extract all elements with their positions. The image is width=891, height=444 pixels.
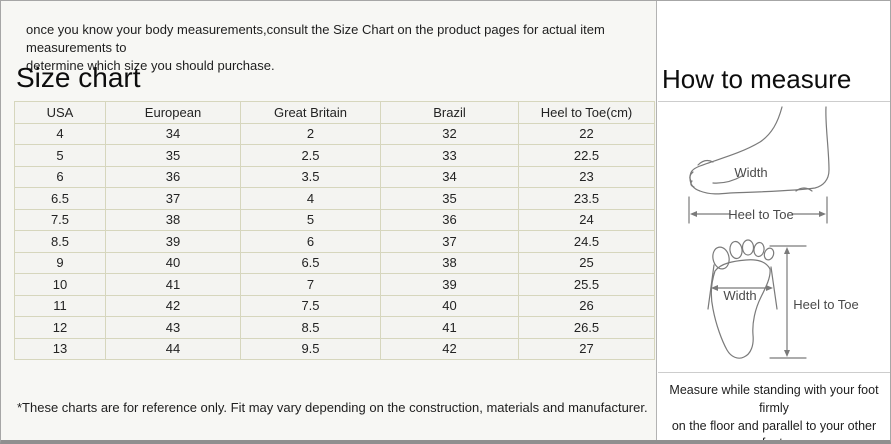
size-cell: 41 — [380, 316, 519, 339]
table-row: 9 40 6.5 38 25 — [14, 251, 655, 274]
size-cell: 11 — [14, 294, 106, 317]
size-cell: 2.5 — [240, 144, 381, 167]
size-cell: 7.5 — [14, 208, 106, 231]
size-cell: 37 — [380, 230, 519, 253]
size-cell: 40 — [380, 294, 519, 317]
table-row: 11 42 7.5 40 26 — [14, 294, 655, 317]
footprint-diagram: Width Heel to Toe — [707, 239, 859, 359]
size-cell: 8.5 — [240, 316, 381, 339]
foot-side-view-diagram: Width Heel to Toe — [688, 106, 830, 224]
size-cell: 26 — [518, 294, 655, 317]
size-cell: 12 — [14, 316, 106, 339]
size-table-body: 4 34 2 32 22 5 35 2.5 33 22.5 6 36 3.5 34 23 6.5 37 4 35 23… — [14, 122, 655, 360]
size-cell: 6 — [240, 230, 381, 253]
size-table-header-row: USA European Great Britain Brazil Heel to To… — [14, 101, 655, 124]
size-cell: 8.5 — [14, 230, 106, 253]
size-cell: 25.5 — [518, 273, 655, 296]
table-row: 13 44 9.5 42 27 — [14, 337, 655, 360]
size-cell: 9.5 — [240, 337, 381, 360]
size-cell: 39 — [105, 230, 241, 253]
size-cell: 36 — [380, 208, 519, 231]
table-row: 6.5 37 4 35 23.5 — [14, 187, 655, 210]
size-cell: 42 — [380, 337, 519, 360]
side-width-label: Width — [734, 165, 767, 180]
size-cell: 22 — [518, 122, 655, 145]
column-header: Brazil — [380, 101, 519, 124]
size-cell: 24.5 — [518, 230, 655, 253]
size-cell: 35 — [105, 144, 241, 167]
size-cell: 7.5 — [240, 294, 381, 317]
divider-line — [658, 372, 890, 373]
size-cell: 44 — [105, 337, 241, 360]
size-cell: 2 — [240, 122, 381, 145]
side-heel-to-toe-label: Heel to Toe — [728, 207, 794, 222]
size-cell: 42 — [105, 294, 241, 317]
intro-text: once you know your body measurements,con… — [26, 22, 605, 73]
size-cell: 43 — [105, 316, 241, 339]
size-cell: 36 — [105, 165, 241, 188]
reference-footnote: *These charts are for reference only. Fi… — [17, 400, 648, 415]
size-cell: 6 — [14, 165, 106, 188]
size-cell: 38 — [380, 251, 519, 274]
size-cell: 22.5 — [518, 144, 655, 167]
top-width-label: Width — [723, 288, 756, 303]
size-cell: 41 — [105, 273, 241, 296]
table-row: 10 41 7 39 25.5 — [14, 273, 655, 296]
size-cell: 34 — [105, 122, 241, 145]
size-cell: 23.5 — [518, 187, 655, 210]
size-cell: 4 — [14, 122, 106, 145]
table-row: 5 35 2.5 33 22.5 — [14, 144, 655, 167]
size-cell: 6.5 — [240, 251, 381, 274]
size-cell: 40 — [105, 251, 241, 274]
size-cell: 32 — [380, 122, 519, 145]
size-cell: 37 — [105, 187, 241, 210]
measure-instructions: Measure while standing with your foot fi… — [669, 383, 879, 444]
size-table: USA European Great Britain Brazil Heel to To… — [14, 101, 655, 360]
size-chart-panel: once you know your body measurements,con… — [1, 1, 657, 440]
column-header: Heel to Toe(cm) — [518, 101, 655, 124]
size-cell: 33 — [380, 144, 519, 167]
size-cell: 25 — [518, 251, 655, 274]
table-row: 8.5 39 6 37 24.5 — [14, 230, 655, 253]
size-cell: 3.5 — [240, 165, 381, 188]
size-cell: 39 — [380, 273, 519, 296]
size-cell: 23 — [518, 165, 655, 188]
table-row: 12 43 8.5 41 26.5 — [14, 316, 655, 339]
size-cell: 35 — [380, 187, 519, 210]
size-chart-title: Size chart — [16, 62, 141, 93]
table-row: 7.5 38 5 36 24 — [14, 208, 655, 231]
size-cell: 9 — [14, 251, 106, 274]
how-to-measure-title: How to measure — [662, 64, 852, 94]
size-cell: 13 — [14, 337, 106, 360]
size-cell: 10 — [14, 273, 106, 296]
size-cell: 27 — [518, 337, 655, 360]
size-cell: 26.5 — [518, 316, 655, 339]
size-cell: 38 — [105, 208, 241, 231]
size-cell: 7 — [240, 273, 381, 296]
size-cell: 34 — [380, 165, 519, 188]
how-to-measure-panel: How to measure Width Heel to Toe — [658, 1, 890, 440]
size-cell: 5 — [14, 144, 106, 167]
top-heel-to-toe-label: Heel to Toe — [793, 297, 859, 312]
size-cell: 5 — [240, 208, 381, 231]
column-header: Great Britain — [240, 101, 381, 124]
column-header: European — [105, 101, 241, 124]
table-row: 6 36 3.5 34 23 — [14, 165, 655, 188]
size-cell: 24 — [518, 208, 655, 231]
size-cell: 4 — [240, 187, 381, 210]
table-row: 4 34 2 32 22 — [14, 122, 655, 145]
divider-line — [658, 101, 890, 102]
column-header: USA — [14, 101, 106, 124]
size-cell: 6.5 — [14, 187, 106, 210]
